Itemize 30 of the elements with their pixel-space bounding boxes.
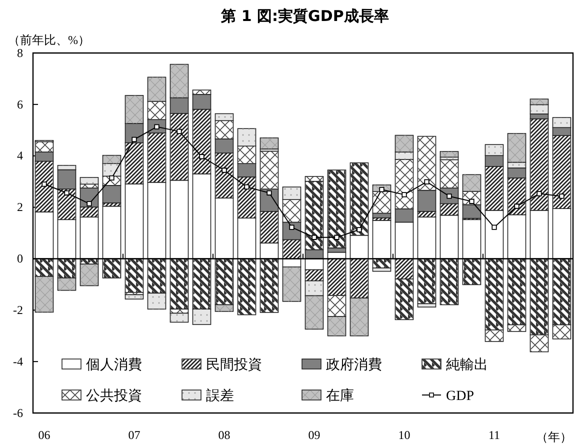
y-axis-title: （前年比、%） (8, 33, 90, 47)
x-tick-label: 09 (308, 428, 320, 442)
legend-label: 個人消費 (86, 357, 142, 373)
point (86, 201, 92, 206)
legend-label: 公共投資 (86, 388, 142, 404)
y-tick-label: 2 (17, 200, 23, 214)
legend-label: 民間投資 (206, 357, 262, 373)
y-tick-label: 0 (17, 252, 23, 266)
x-tick-label: 11 (488, 428, 500, 442)
y-tick-label: 6 (17, 97, 23, 112)
point (132, 136, 137, 142)
legend-label: GDP (446, 389, 474, 404)
chart-title: 第 1 図:実質GDP成長率 (220, 7, 389, 25)
x-tick-label: 10 (398, 428, 410, 442)
legend-label: 在庫 (326, 388, 354, 404)
y-tick-label: -4 (13, 354, 23, 368)
x-tick-label: 07 (128, 428, 140, 442)
x-axis-title: （年） (536, 430, 572, 444)
legend-label: 純輸出 (446, 357, 488, 373)
legend-label: 誤差 (206, 388, 234, 404)
y-tick-label: -6 (13, 406, 23, 420)
x-tick-label: 08 (218, 428, 230, 442)
point (289, 224, 294, 230)
y-tick-label: 8 (17, 46, 23, 60)
y-tick-label: -2 (13, 302, 23, 317)
point (492, 224, 497, 230)
x-tick-label: 06 (38, 428, 50, 442)
point (266, 190, 272, 196)
y-tick-label: 4 (17, 148, 23, 163)
legend-label: 政府消費 (326, 357, 382, 373)
